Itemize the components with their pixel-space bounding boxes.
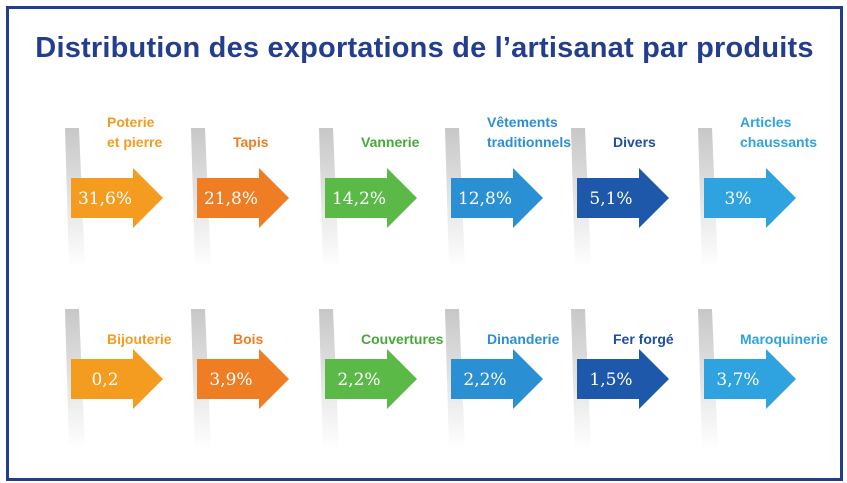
arrow-bar [197, 168, 289, 228]
arrow-card-10: 2,2% Dinanderie [445, 309, 560, 449]
arrow-bar [704, 168, 796, 228]
arrow-bar [704, 349, 796, 409]
arrow-card-3: 14,2% Vannerie [319, 128, 420, 268]
category-label: Couvertures [361, 331, 444, 347]
arrow-bar [71, 349, 163, 409]
arrow-bar [325, 349, 417, 409]
value-label: 3,7% [716, 370, 759, 390]
value-label: 2,2% [463, 370, 506, 390]
arrow-bar [197, 349, 289, 409]
value-label: 12,8% [458, 189, 512, 209]
category-label: chaussants [740, 134, 817, 150]
arrow-bar [577, 349, 669, 409]
category-label: Divers [613, 134, 656, 150]
arrow-card-8: 3,9% Bois [191, 309, 289, 449]
category-label: Dinanderie [487, 331, 560, 347]
arrow-bar [451, 349, 543, 409]
value-label: 1,5% [589, 370, 632, 390]
value-label: 14,2% [332, 189, 386, 209]
arrow-card-4: 12,8% Vêtements traditionnels [445, 114, 571, 268]
arrow-card-6: 3% Articles chaussants [698, 114, 817, 268]
category-label: traditionnels [487, 134, 571, 150]
value-label: 2,2% [337, 370, 380, 390]
arrow-card-2: 21,8% Tapis [191, 128, 289, 268]
value-label: 21,8% [204, 189, 258, 209]
value-label: 3,9% [209, 370, 252, 390]
arrow-card-5: 5,1% Divers [571, 128, 669, 268]
arrow-card-12: 3,7% Maroquinerie [698, 309, 828, 449]
arrow-card-1: 31,6% Poterie et pierre [65, 114, 163, 268]
arrow-bar [71, 168, 163, 228]
chart-title: Distribution des exportations de l’artis… [35, 32, 814, 64]
category-label: Vêtements [487, 114, 558, 130]
category-label: et pierre [107, 134, 162, 150]
value-label: 5,1% [589, 189, 632, 209]
arrow-card-11: 1,5% Fer forgé [571, 309, 674, 449]
category-label: Tapis [233, 134, 269, 150]
value-label: 0,2 [91, 370, 118, 390]
arrow-card-9: 2,2% Couvertures [319, 309, 444, 449]
arrow-bar [325, 168, 417, 228]
category-label: Bois [233, 331, 264, 347]
infographic-frame: Distribution des exportations de l’artis… [6, 6, 843, 481]
arrow-bar [451, 168, 543, 228]
value-label: 31,6% [78, 189, 132, 209]
category-label: Poterie [107, 114, 155, 130]
value-label: 3% [725, 189, 752, 209]
category-label: Bijouterie [107, 331, 172, 347]
category-label: Vannerie [361, 134, 420, 150]
arrow-card-7: 0,2 Bijouterie [65, 309, 172, 449]
chart-area: 31,6% Poterie et pierre 21,8% Tapis 14,2% Vann… [65, 114, 828, 449]
category-label: Maroquinerie [740, 331, 828, 347]
category-label: Articles [740, 114, 792, 130]
category-label: Fer forgé [613, 331, 674, 347]
arrow-bar [577, 168, 669, 228]
